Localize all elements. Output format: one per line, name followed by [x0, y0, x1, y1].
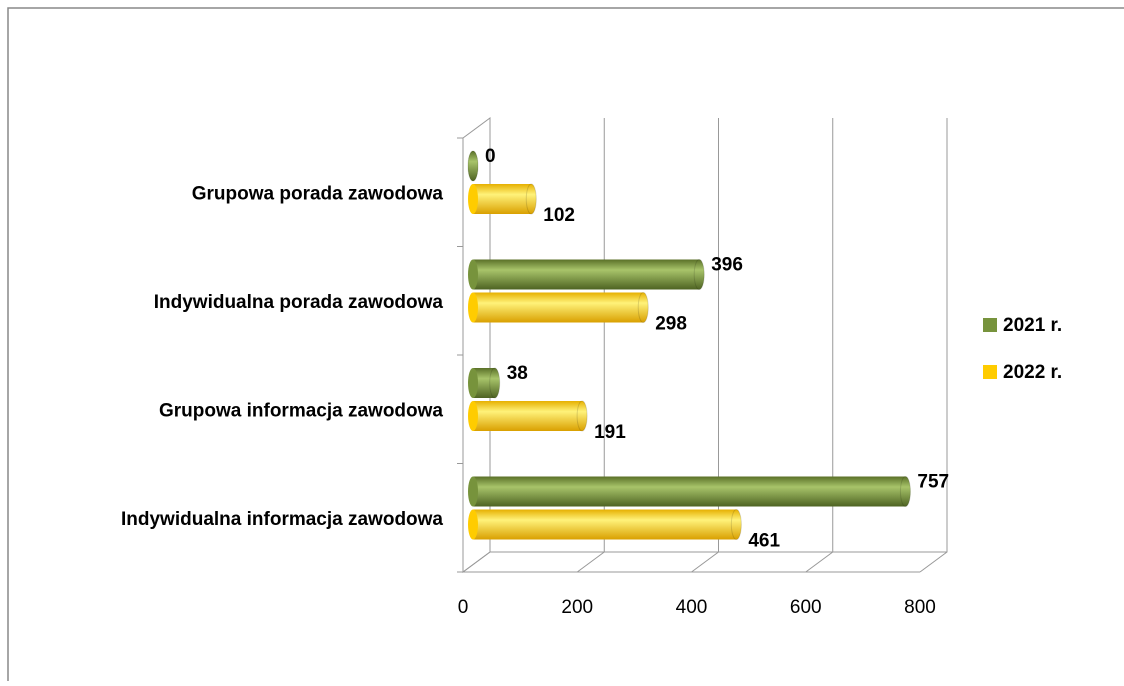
x-tick-label: 200	[561, 597, 593, 618]
grid-line	[805, 118, 834, 573]
data-label: 38	[507, 363, 528, 384]
grid-line	[919, 118, 948, 573]
x-tick-label: 0	[458, 597, 469, 618]
bar-cap	[468, 292, 478, 323]
legend-label: 2021 r.	[1003, 315, 1062, 336]
bar-end	[489, 367, 501, 399]
y-tick-label: Grupowa porada zawodowa	[192, 183, 444, 204]
bar-cap	[468, 401, 478, 431]
data-label: 757	[917, 472, 949, 493]
frame	[7, 7, 1124, 681]
y-tick-label: Indywidualna porada zawodowa	[154, 292, 444, 313]
bar-end	[730, 509, 742, 540]
bar	[473, 368, 495, 398]
bar-end	[899, 476, 911, 507]
legend-label: 2022 r.	[1003, 362, 1062, 383]
bar-end	[576, 400, 588, 432]
y-tick-label: Grupowa informacja zawodowa	[159, 400, 443, 421]
y-tick-label: Indywidualna informacja zawodowa	[121, 509, 443, 530]
bar-cap	[468, 509, 478, 540]
data-label: 0	[485, 146, 496, 167]
bar-end	[525, 183, 537, 215]
bar-cap	[468, 476, 478, 507]
x-tick-label: 400	[676, 597, 708, 618]
data-label: 396	[711, 255, 743, 276]
legend-swatch	[983, 365, 997, 379]
bar-end	[637, 292, 649, 323]
bar-cap	[468, 259, 478, 290]
bar	[473, 184, 532, 214]
bar-end	[693, 259, 705, 290]
bar	[473, 509, 737, 540]
x-tick-label: 600	[790, 597, 822, 618]
data-label: 191	[594, 422, 626, 443]
bar-cap	[468, 184, 478, 214]
data-label: 461	[748, 531, 780, 552]
bar	[473, 401, 583, 431]
bar-end	[467, 150, 479, 182]
grid-line	[691, 118, 719, 573]
legend-swatch	[983, 318, 997, 332]
bar	[473, 292, 644, 323]
bar	[473, 259, 700, 290]
x-tick-label: 800	[904, 597, 936, 618]
data-label: 298	[655, 314, 687, 335]
bar	[473, 476, 906, 507]
data-label: 102	[543, 205, 575, 226]
bar-cap	[468, 368, 478, 398]
